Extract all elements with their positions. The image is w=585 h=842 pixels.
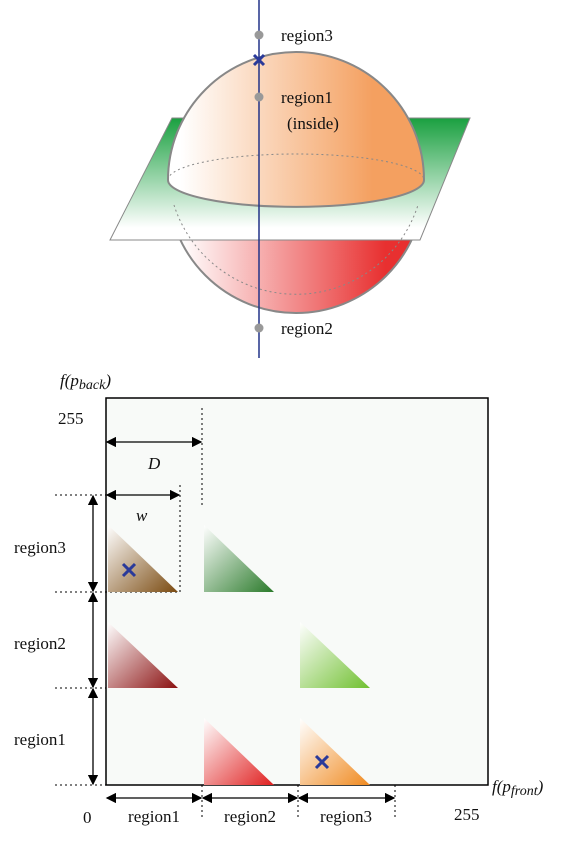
column-label: region1	[128, 807, 180, 826]
triangle	[204, 718, 274, 785]
column-label: region3	[320, 807, 372, 826]
plot: f(pback) f(pfront) 255 255 0 D w region3…	[14, 371, 544, 827]
x-max: 255	[454, 805, 480, 824]
label: region2	[281, 319, 333, 338]
column-label: region2	[224, 807, 276, 826]
row-label: region3	[14, 538, 66, 557]
cross	[121, 562, 137, 578]
triangle	[108, 622, 178, 688]
point	[254, 92, 264, 102]
y-max: 255	[58, 409, 84, 428]
arrows	[87, 436, 396, 804]
triangle	[204, 525, 274, 592]
origin: 0	[83, 808, 92, 827]
row-label: region2	[14, 634, 66, 653]
upper-cap	[166, 51, 426, 208]
width-label: D	[147, 454, 161, 473]
cross	[314, 754, 330, 770]
sphere-figure: region3 region1 (inside) region2	[109, 0, 471, 358]
row-label: region1	[14, 730, 66, 749]
hidden-edge	[173, 204, 419, 295]
label: region3	[281, 26, 333, 45]
cross	[252, 53, 266, 67]
label: (inside)	[287, 114, 339, 133]
point	[254, 30, 264, 40]
width-label: w	[136, 506, 148, 525]
label: region1	[281, 88, 333, 107]
triangle	[300, 622, 370, 688]
point	[254, 323, 264, 333]
x-axis-label: f(pfront)	[492, 777, 544, 799]
y-axis-label: f(pback)	[60, 371, 111, 393]
